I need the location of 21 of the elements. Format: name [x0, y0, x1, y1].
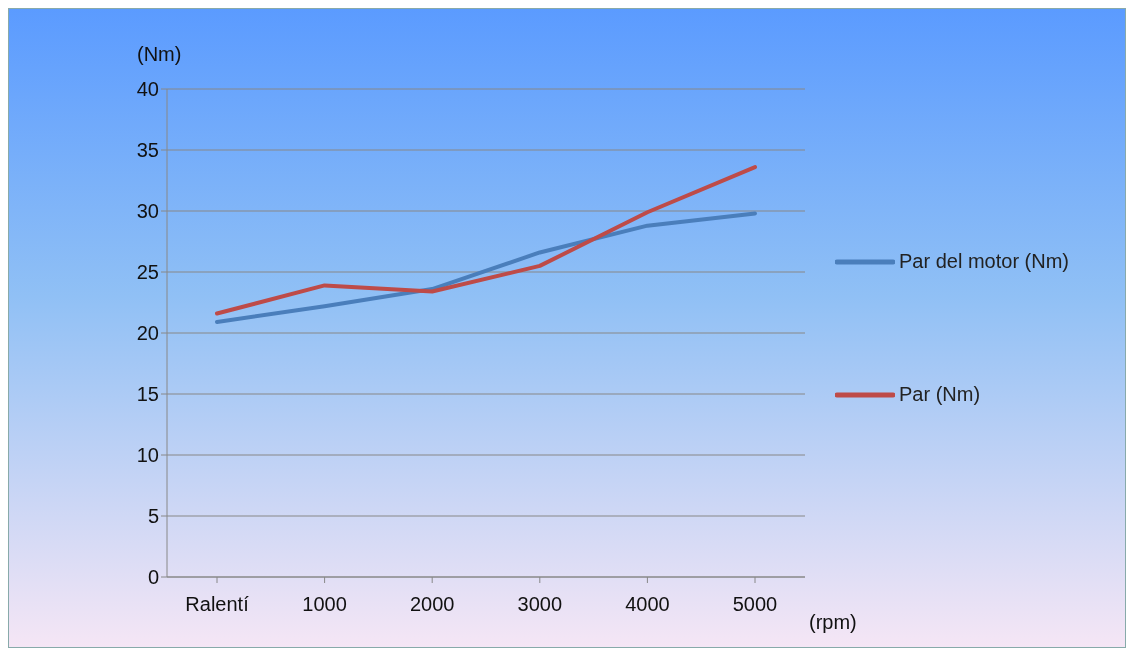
y-tick-label: 10: [136, 444, 159, 467]
y-tick-label: 30: [136, 200, 159, 223]
legend-label: Par del motor (Nm): [899, 250, 1070, 273]
y-tick-label: 25: [136, 261, 159, 284]
x-tick-label: 5000: [732, 593, 778, 616]
y-axis-title: (Nm): [137, 43, 182, 66]
y-tick-label: 5: [147, 505, 159, 528]
x-tick-label: 3000: [517, 593, 563, 616]
line-series: [215, 165, 757, 316]
x-tick-label: Ralentí: [185, 593, 250, 616]
y-tick-label: 15: [136, 383, 159, 406]
legend-label: Par (Nm): [899, 383, 981, 406]
x-axis-title: (rpm): [809, 611, 857, 634]
y-tick-label: 40: [136, 78, 159, 101]
y-tick-label: 0: [147, 566, 159, 589]
line-series: [215, 211, 757, 325]
x-tick-label: 2000: [409, 593, 455, 616]
y-tick-label: 35: [136, 139, 159, 162]
x-tick-label: 4000: [625, 593, 670, 616]
x-tick-label: 1000: [302, 593, 347, 616]
y-tick-label: 20: [136, 322, 159, 345]
